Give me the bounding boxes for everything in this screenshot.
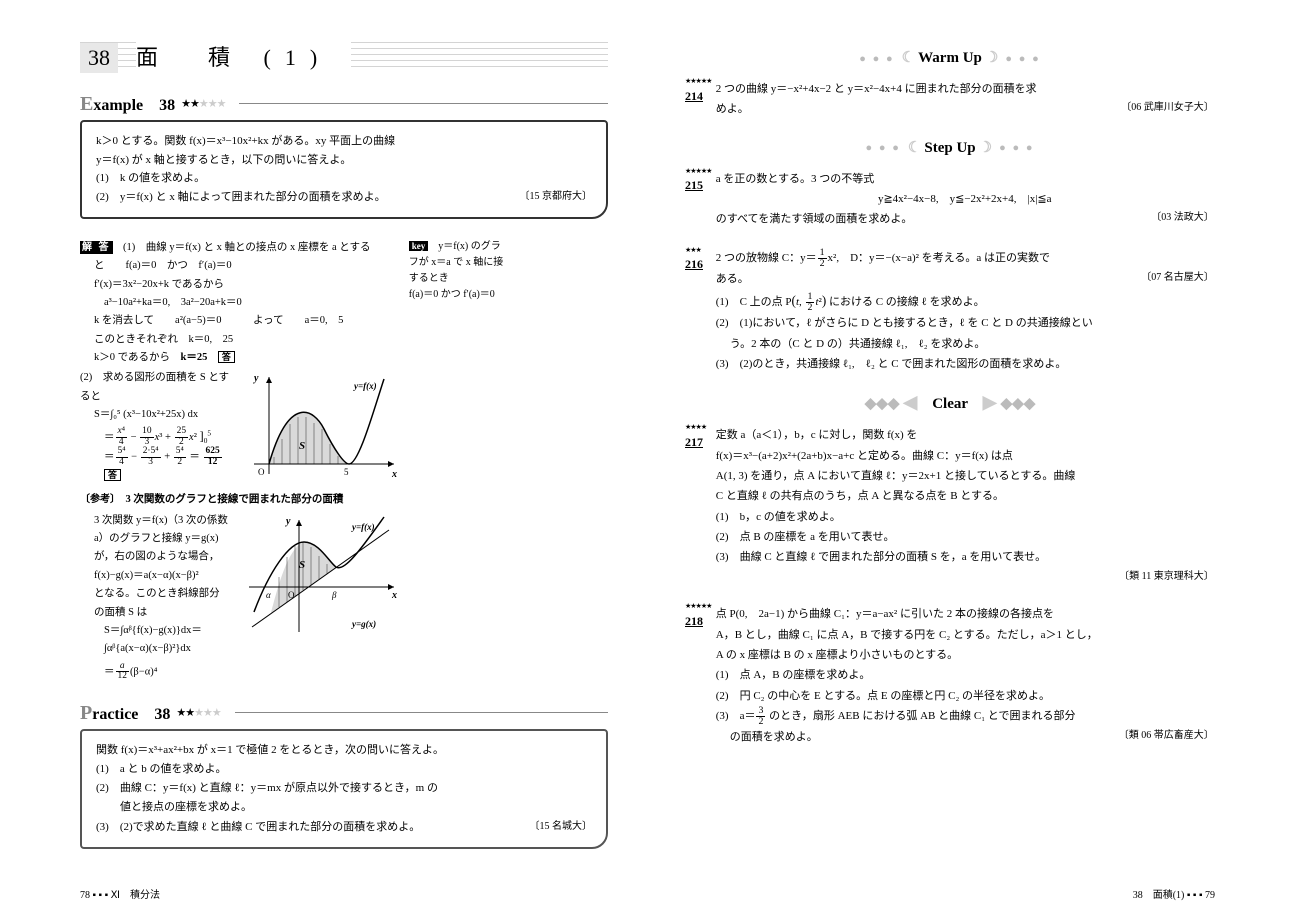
answer-line: 解 答 (1) 曲線 y＝f(x) と x 軸との接点の x 座標を a とする bbox=[80, 239, 399, 257]
answer-label: 解 答 bbox=[80, 241, 113, 254]
answer-line: このときそれぞれ k＝0, 25 bbox=[80, 331, 399, 349]
example-label: Example 38 bbox=[80, 91, 175, 116]
example-stars: ★★★★★ bbox=[181, 97, 225, 110]
page-footer-left: 78 ▪ ▪ ▪ Ⅺ 積分法 bbox=[80, 886, 160, 901]
sankou-row: 3 次関数 y＝f(x)（3 次の係数 a）のグラフと接線 y＝g(x) が，右… bbox=[80, 512, 399, 682]
svg-text:β: β bbox=[331, 590, 337, 600]
sankou-block: 〔参考〕 3 次関数のグラフと接線で囲まれた部分の面積 3 次関数 y＝f(x)… bbox=[80, 491, 399, 681]
section-title: 面 積 (1) bbox=[136, 40, 351, 72]
svg-text:y: y bbox=[253, 373, 259, 384]
svg-text:α: α bbox=[266, 590, 271, 600]
answer-line: f′(x)＝3x²−20x+k であるから bbox=[80, 276, 399, 294]
problem-217: ★★★★217 定数 a（a＜1），b，c に対し，関数 f(x) を f(x)… bbox=[685, 425, 1215, 586]
math-line: ＝5⁴4 − 2·5⁴3 + 5⁴2 ＝ 62512 答 bbox=[80, 447, 230, 485]
rule bbox=[235, 712, 608, 713]
svg-text:5: 5 bbox=[344, 467, 349, 477]
svg-text:y=f(x): y=f(x) bbox=[351, 522, 375, 532]
example-heading: Example 38 ★★★★★ bbox=[80, 91, 608, 116]
example-q1: (1) k の値を求めよ。 bbox=[96, 169, 592, 188]
section-number: 38 bbox=[80, 43, 118, 73]
example-source: 〔15 京都府大〕 bbox=[520, 188, 593, 205]
problem-216: ★★★216 2 つの放物線 C：y＝12x², D：y＝−(x−a)² を考え… bbox=[685, 248, 1215, 375]
rule bbox=[239, 103, 608, 104]
answer-block: 解 答 (1) 曲線 y＝f(x) と x 軸との接点の x 座標を a とする… bbox=[80, 239, 608, 682]
problem-214: ★★★★★214 2 つの曲線 y＝−x²+4x−2 と y＝x²−4x+4 に… bbox=[685, 79, 1215, 120]
svg-text:y=g(x): y=g(x) bbox=[351, 619, 376, 629]
answer-badge: 答 bbox=[218, 351, 235, 363]
practice-box: 関数 f(x)＝x³+ax²+bx が x＝1 で極値 2 をとるとき，次の問い… bbox=[80, 729, 608, 849]
stepup-heading: ● ● ●☾Step Up☽● ● ● bbox=[685, 138, 1215, 157]
warmup-heading: ● ● ●☾Warm Up☽● ● ● bbox=[685, 48, 1215, 67]
answer-main: 解 答 (1) 曲線 y＝f(x) と x 軸との接点の x 座標を a とする… bbox=[80, 239, 399, 682]
example-box: k＞0 とする。関数 f(x)＝x³−10x²+kx がある。xy 平面上の曲線… bbox=[80, 120, 608, 219]
answer-badge: 答 bbox=[104, 469, 121, 481]
example-q2: (2) y＝f(x) と x 軸によって囲まれた部分の面積を求めよ。〔15 京都… bbox=[96, 188, 592, 207]
example-line: k＞0 とする。関数 f(x)＝x³−10x²+kx がある。xy 平面上の曲線 bbox=[96, 132, 592, 151]
left-page: 38 面 積 (1) Example 38 ★★★★★ k＞0 とする。関数 f… bbox=[0, 0, 650, 921]
svg-text:S: S bbox=[299, 440, 305, 452]
svg-text:y=f(x): y=f(x) bbox=[353, 381, 377, 391]
sankou-title: 〔参考〕 3 次関数のグラフと接線で囲まれた部分の面積 bbox=[80, 491, 399, 509]
svg-text:y: y bbox=[285, 516, 291, 527]
answer-line: k を消去して a²(a−5)＝0 よって a＝0, 5 bbox=[80, 312, 399, 330]
math-line: S＝∫₀⁵ (x³−10x²+25x) dx bbox=[80, 406, 230, 424]
section-header: 38 面 積 (1) bbox=[80, 40, 608, 73]
svg-text:x: x bbox=[391, 590, 397, 601]
graph-cubic-2: x y O α β S y=f(x) y=g(x) bbox=[244, 512, 399, 637]
problem-218: ★★★★★218 点 P(0, 2a−1) から曲線 C₁：y＝a−ax² に引… bbox=[685, 604, 1215, 747]
answer-line: a³−10a²+ka＝0, 3a²−20a+k＝0 bbox=[80, 294, 399, 312]
math-line: ＝x⁴4 − 103x³ + 252x² ]05 bbox=[80, 425, 230, 448]
practice-label: Practice 38 bbox=[80, 700, 170, 725]
example-line: y＝f(x) が x 軸と接するとき，以下の問いに答えよ。 bbox=[96, 151, 592, 170]
answer-line: k＞0 であるから k＝25 答 bbox=[80, 349, 399, 367]
svg-text:S: S bbox=[299, 559, 305, 571]
svg-text:x: x bbox=[391, 469, 397, 480]
answer-key-box: key y＝f(x) のグラ フが x＝a で x 軸に接 するとき f(a)＝… bbox=[409, 239, 608, 682]
problem-215: ★★★★★215 a を正の数とする。3 つの不等式 y≧4x²−4x−8, y… bbox=[685, 169, 1215, 230]
svg-text:O: O bbox=[258, 467, 265, 477]
answer-line: (2) 求める図形の面積を S とすると bbox=[80, 369, 230, 406]
page-footer-right: 38 面積(1) ▪ ▪ ▪ 79 bbox=[1133, 886, 1215, 901]
right-page: ● ● ●☾Warm Up☽● ● ● ★★★★★214 2 つの曲線 y＝−x… bbox=[650, 0, 1300, 921]
practice-stars: ★★★★★ bbox=[176, 706, 220, 719]
practice-heading: Practice 38 ★★★★★ bbox=[80, 700, 608, 725]
answer-text: (2) 求める図形の面積を S とすると S＝∫₀⁵ (x³−10x²+25x)… bbox=[80, 369, 230, 485]
key-label: key bbox=[409, 241, 429, 251]
clear-heading: ◆◆◆◀ Clear ▶◆◆◆ bbox=[685, 392, 1215, 413]
answer-part2: (2) 求める図形の面積を S とすると S＝∫₀⁵ (x³−10x²+25x)… bbox=[80, 369, 399, 485]
answer-line: と f(a)＝0 かつ f′(a)＝0 bbox=[80, 257, 399, 275]
graph-cubic-1: x y O 5 S y=f(x) bbox=[244, 369, 399, 484]
